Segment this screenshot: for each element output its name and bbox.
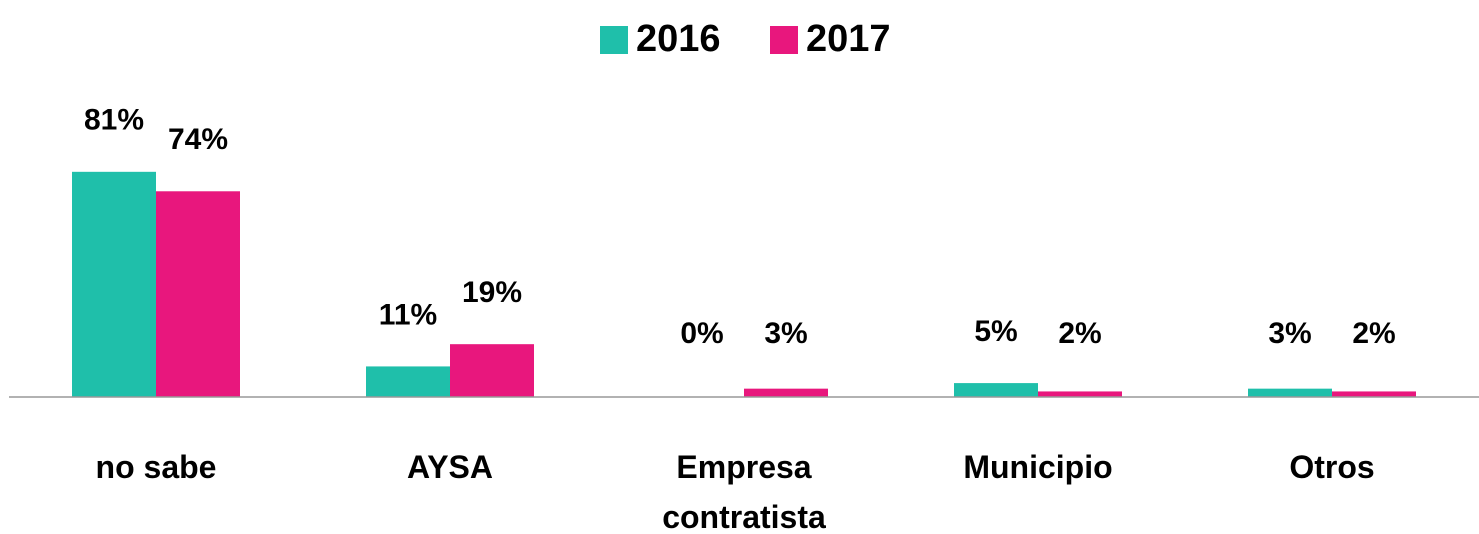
bar: [954, 383, 1038, 397]
bar: [366, 366, 450, 397]
bar: [744, 388, 828, 397]
data-label: 74%: [168, 123, 228, 156]
data-label: 5%: [974, 315, 1017, 348]
data-label: 0%: [680, 317, 723, 350]
bar: [1332, 391, 1416, 397]
data-label: 2%: [1352, 317, 1395, 350]
data-label: 11%: [379, 298, 437, 331]
x-tick-label: Otros: [1289, 449, 1375, 485]
bar: [450, 344, 534, 397]
data-label: 3%: [764, 317, 807, 350]
x-tick-label: no sabe: [95, 449, 217, 485]
x-tick-label: AYSA: [407, 449, 493, 485]
x-tick-label: Empresa contratista: [662, 449, 826, 534]
bar: [72, 171, 156, 397]
legend-label: 2016: [636, 18, 721, 60]
bar: [156, 191, 240, 397]
data-label: 3%: [1268, 317, 1311, 350]
legend-swatch: [770, 26, 798, 54]
bar: [1248, 388, 1332, 397]
legend-swatch: [600, 26, 628, 54]
legend-label: 2017: [806, 18, 891, 60]
data-label: 2%: [1058, 317, 1101, 350]
data-label: 19%: [462, 276, 522, 309]
bar: [1038, 391, 1122, 397]
data-label: 81%: [84, 104, 144, 137]
x-tick-label: Municipio: [963, 449, 1113, 485]
